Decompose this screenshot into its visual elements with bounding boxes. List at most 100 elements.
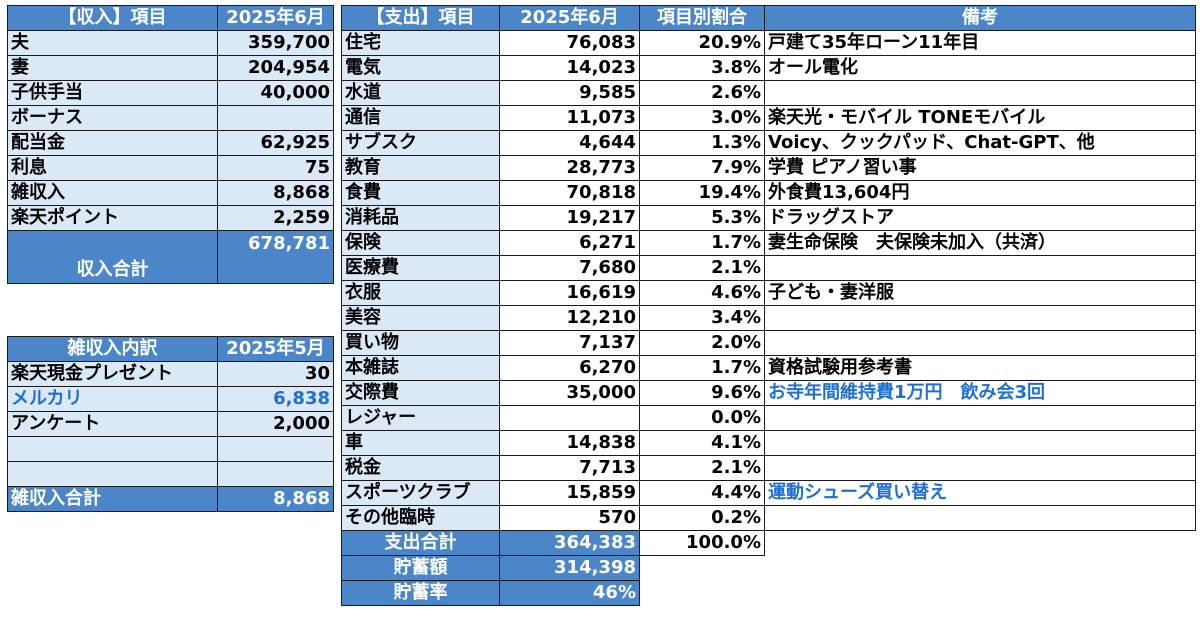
misc-row <box>7 461 334 487</box>
expense-row-label: 食費 <box>341 180 500 206</box>
misc-header-row: 雑収入内訳 2025年5月 <box>7 336 334 362</box>
expense-row-label: 保険 <box>341 230 500 256</box>
income-row: 楽天ポイント 2,259 <box>7 205 334 231</box>
expense-row-label: 本雑誌 <box>341 355 500 381</box>
income-total-row: 収入合計 678,781 <box>7 230 334 284</box>
income-row-label: 楽天ポイント <box>7 205 218 231</box>
expense-row: サブスク 4,644 1.3% Voicy、クックパッド、Chat-GPT、他 <box>341 130 1196 156</box>
misc-row: アンケート 2,000 <box>7 411 334 437</box>
expense-row-note: 子ども・妻洋服 <box>764 280 1196 306</box>
misc-row-label <box>7 461 218 487</box>
income-header-item: 【収入】項目 <box>7 5 218 31</box>
expense-row-note: 妻生命保険 夫保険未加入（共済） <box>764 230 1196 256</box>
expense-row: 通信 11,073 3.0% 楽天光・モバイル TONEモバイル <box>341 105 1196 131</box>
expense-row-note: 外食費13,604円 <box>764 180 1196 206</box>
expense-row: 住宅 76,083 20.9% 戸建て35年ローン11年目 <box>341 30 1196 56</box>
misc-row: 楽天現金プレゼント 30 <box>7 361 334 387</box>
expense-row-note: オール電化 <box>764 55 1196 81</box>
expense-row-label: 医療費 <box>341 255 500 281</box>
expense-row-pct: 19.4% <box>639 180 765 206</box>
misc-row-label: メルカリ <box>7 386 218 412</box>
income-row: 配当金 62,925 <box>7 130 334 156</box>
income-row: 妻 204,954 <box>7 55 334 81</box>
income-row-label: 配当金 <box>7 130 218 156</box>
expense-row-note: ドラッグストア <box>764 205 1196 231</box>
expense-row-pct: 7.9% <box>639 155 765 181</box>
expense-row-value: 6,270 <box>499 355 640 381</box>
expense-row-value: 14,023 <box>499 55 640 81</box>
income-header-row: 【収入】項目 2025年6月 <box>7 5 334 31</box>
rate-blank <box>640 581 765 606</box>
expense-row: 車 14,838 4.1% <box>341 430 1196 456</box>
savings-value: 314,398 <box>499 555 640 581</box>
income-row-value <box>217 105 334 131</box>
expense-row-note <box>764 305 1196 331</box>
expense-row-pct: 3.8% <box>639 55 765 81</box>
expense-total-blank <box>765 531 1196 556</box>
expense-table: 【支出】項目 2025年6月 項目別割合 備考 住宅 76,083 20.9% 戸建て… <box>341 5 1196 606</box>
expense-total-pct: 100.0% <box>639 530 765 556</box>
expense-row-note: 楽天光・モバイル TONEモバイル <box>764 105 1196 131</box>
expense-row-label: レジャー <box>341 405 500 431</box>
expense-row-value: 12,210 <box>499 305 640 331</box>
income-row: 利息 75 <box>7 155 334 181</box>
expense-total-value: 364,383 <box>499 530 640 556</box>
expense-row-label: 車 <box>341 430 500 456</box>
misc-row: メルカリ 6,838 <box>7 386 334 412</box>
expense-row: 医療費 7,680 2.1% <box>341 255 1196 281</box>
expense-row-label: 消耗品 <box>341 205 500 231</box>
expense-row-label: 税金 <box>341 455 500 481</box>
expense-row-value: 19,217 <box>499 205 640 231</box>
expense-row-label: 買い物 <box>341 330 500 356</box>
misc-row <box>7 436 334 462</box>
expense-row-value: 35,000 <box>499 380 640 406</box>
income-row: 子供手当 40,000 <box>7 80 334 106</box>
expense-row-note: 運動シューズ買い替え <box>764 480 1196 506</box>
expense-row-note <box>764 505 1196 531</box>
expense-row-value: 7,680 <box>499 255 640 281</box>
savings-rate-label: 貯蓄率 <box>341 580 500 606</box>
expense-row-value: 9,585 <box>499 80 640 106</box>
expense-row-value: 6,271 <box>499 230 640 256</box>
income-row: 夫 359,700 <box>7 30 334 56</box>
expense-row-value: 16,619 <box>499 280 640 306</box>
expense-row-pct: 3.4% <box>639 305 765 331</box>
expense-header-item: 【支出】項目 <box>341 5 500 31</box>
savings-label: 貯蓄額 <box>341 555 500 581</box>
income-row-label: 夫 <box>7 30 218 56</box>
expense-row-pct: 2.1% <box>639 255 765 281</box>
income-row-label: 利息 <box>7 155 218 181</box>
expense-row: 買い物 7,137 2.0% <box>341 330 1196 356</box>
expense-row-pct: 1.7% <box>639 230 765 256</box>
expense-row-pct: 20.9% <box>639 30 765 56</box>
misc-header-month: 2025年5月 <box>217 336 334 362</box>
expense-row-value <box>499 405 640 431</box>
income-row-label: 子供手当 <box>7 80 218 106</box>
misc-row-value <box>217 461 334 487</box>
misc-row-value: 6,838 <box>217 386 334 412</box>
savings-rate-row: 貯蓄率 46% <box>341 580 1196 606</box>
expense-row-label: 電気 <box>341 55 500 81</box>
expense-row: 税金 7,713 2.1% <box>341 455 1196 481</box>
expense-row: 水道 9,585 2.6% <box>341 80 1196 106</box>
expense-row-value: 15,859 <box>499 480 640 506</box>
income-row-label: 妻 <box>7 55 218 81</box>
expense-rows: 住宅 76,083 20.9% 戸建て35年ローン11年目 電気 14,023 3.8% オー… <box>341 30 1196 531</box>
expense-row-pct: 4.1% <box>639 430 765 456</box>
misc-row-value: 2,000 <box>217 411 334 437</box>
expense-row: 教育 28,773 7.9% 学費 ピアノ習い事 <box>341 155 1196 181</box>
expense-row-note: 資格試験用参考書 <box>764 355 1196 381</box>
savings-rate-value: 46% <box>499 580 640 606</box>
expense-row-pct: 3.0% <box>639 105 765 131</box>
misc-row-value: 30 <box>217 361 334 387</box>
expense-row-note <box>764 255 1196 281</box>
expense-row: 交際費 35,000 9.6% お寺年間維持費1万円 飲み会3回 <box>341 380 1196 406</box>
expense-row-pct: 5.3% <box>639 205 765 231</box>
income-row-value: 62,925 <box>217 130 334 156</box>
expense-row: 美容 12,210 3.4% <box>341 305 1196 331</box>
expense-row-value: 76,083 <box>499 30 640 56</box>
savings-row: 貯蓄額 314,398 <box>341 555 1196 581</box>
income-row-value: 2,259 <box>217 205 334 231</box>
expense-row-note <box>764 80 1196 106</box>
expense-row-label: 住宅 <box>341 30 500 56</box>
